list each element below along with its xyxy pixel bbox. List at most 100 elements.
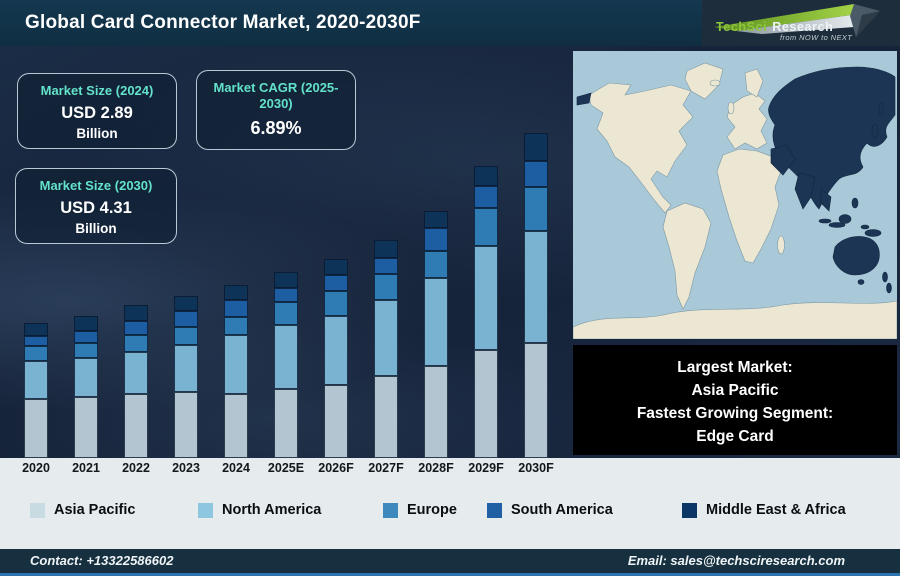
bar-segment-europe (74, 343, 98, 358)
x-axis-label-2024: 2024 (222, 461, 250, 475)
map-land (572, 62, 898, 340)
bar-segment-south-america (224, 300, 248, 317)
page-title: Global Card Connector Market, 2020-2030F (25, 12, 421, 33)
bar-segment-europe (424, 251, 448, 278)
stacked-bar-chart (0, 46, 570, 458)
bar-segment-middle-east-africa (224, 285, 248, 300)
legend-label: Middle East & Africa (706, 502, 846, 518)
x-axis-label-2029f: 2029F (468, 461, 504, 475)
bar-segment-asia-pacific (374, 376, 398, 458)
bar-segment-middle-east-africa (474, 166, 498, 186)
stat-market-size-2030: Market Size (2030) USD 4.31 Billion (15, 168, 177, 244)
bar-segment-south-america (174, 311, 198, 327)
stacked-bar-2028f (424, 211, 448, 458)
stat-market-cagr: Market CAGR (2025-2030) 6.89% (196, 70, 356, 150)
logo-wordmark: TechSci Research (716, 20, 833, 34)
stat-unit: Billion (75, 221, 117, 236)
callout-line: Fastest Growing Segment: (636, 405, 834, 422)
x-axis-label-2025e: 2025E (267, 461, 305, 475)
legend-swatch (682, 502, 697, 518)
stat-unit: Billion (76, 126, 118, 141)
x-axis-label-2026f: 2026F (318, 461, 354, 475)
bar-segment-middle-east-africa (424, 211, 448, 228)
bar-segment-middle-east-africa (374, 240, 398, 258)
bar-segment-europe (24, 346, 48, 361)
bar-segment-europe (524, 187, 548, 231)
bar-segment-europe (224, 317, 248, 335)
bar-segment-north-america (424, 278, 448, 366)
stacked-bar-2026f (324, 259, 348, 458)
bar-segment-asia-pacific (524, 343, 548, 458)
stat-value: USD 4.31 (60, 199, 132, 217)
footer-bar: Contact: +13322586602 Email: sales@techs… (0, 549, 900, 573)
x-axis-label-2023: 2023 (172, 461, 200, 475)
stat-value: 6.89% (250, 118, 302, 138)
bar-segment-europe (174, 327, 198, 345)
bar-segment-north-america (74, 358, 98, 397)
bar-segment-middle-east-africa (174, 296, 198, 311)
stat-label: Market CAGR (2025-2030) (213, 80, 339, 111)
x-axis-label-2022: 2022 (122, 461, 150, 475)
stacked-bar-2025e (274, 272, 298, 458)
bar-segment-south-america (74, 331, 98, 343)
bar-segment-asia-pacific (324, 385, 348, 458)
bar-segment-north-america (124, 352, 148, 394)
bar-segment-north-america (474, 246, 498, 350)
x-axis-label-2030f: 2030F (518, 461, 554, 475)
stat-label: Market Size (2030) (39, 178, 153, 193)
callout-line: Edge Card (696, 428, 774, 445)
legend-swatch (198, 502, 213, 518)
footer-accent-line (0, 573, 900, 576)
bar-segment-north-america (274, 325, 298, 389)
x-axis-label-2020: 2020 (22, 461, 50, 475)
stacked-bar-2020 (24, 323, 48, 458)
asia-pacific-highlight (576, 66, 896, 294)
legend-item-north-america: North America (198, 502, 321, 518)
legend-label: Europe (407, 502, 457, 518)
bar-segment-middle-east-africa (324, 259, 348, 275)
legend-label: South America (511, 502, 613, 518)
bar-segment-middle-east-africa (24, 323, 48, 336)
bar-segment-south-america (524, 161, 548, 187)
bar-segment-north-america (24, 361, 48, 399)
bar-segment-south-america (24, 336, 48, 346)
bar-segment-asia-pacific (224, 394, 248, 458)
axis-and-legend-strip: 2020 2021 2022 2023 2024 2025E 2026F 2027F 2028F… (0, 458, 900, 549)
bar-segment-asia-pacific (124, 394, 148, 458)
stat-value: USD 2.89 (61, 104, 133, 122)
bar-segment-south-america (474, 186, 498, 208)
bar-segment-middle-east-africa (524, 133, 548, 161)
bar-segment-europe (124, 335, 148, 352)
callout-line: Asia Pacific (691, 382, 779, 399)
bar-segment-middle-east-africa (274, 272, 298, 288)
callout-line: Largest Market: (677, 359, 793, 376)
bar-segment-north-america (524, 231, 548, 343)
bar-segment-asia-pacific (174, 392, 198, 458)
legend-swatch (487, 502, 502, 518)
bar-segment-south-america (424, 228, 448, 251)
footer-contact: Contact: +13322586602 (30, 553, 174, 568)
logo-tagline: from NOW to NEXT (780, 33, 853, 42)
legend-label: Asia Pacific (54, 502, 136, 518)
x-axis-label-2028f: 2028F (418, 461, 454, 475)
chart-area: Market Size (2024) USD 2.89 Billion Mark… (0, 46, 900, 458)
bar-segment-north-america (174, 345, 198, 392)
stacked-bar-2021 (74, 316, 98, 458)
logo-arrow-icon (714, 4, 880, 37)
header-bar: Global Card Connector Market, 2020-2030F… (0, 0, 900, 46)
bar-segment-south-america (124, 321, 148, 335)
bar-segment-asia-pacific (24, 399, 48, 458)
bar-segment-asia-pacific (74, 397, 98, 458)
stacked-bar-2027f (374, 240, 398, 458)
bar-segment-north-america (324, 316, 348, 385)
footer-email: Email: sales@techsciresearch.com (627, 553, 845, 568)
bar-segment-middle-east-africa (74, 316, 98, 331)
world-map (572, 51, 898, 340)
legend-item-south-america: South America (487, 502, 613, 518)
bar-segment-south-america (324, 275, 348, 291)
stat-label: Market Size (2024) (40, 83, 154, 98)
legend-label: North America (222, 502, 322, 518)
bar-segment-asia-pacific (474, 350, 498, 458)
bar-segment-europe (324, 291, 348, 316)
